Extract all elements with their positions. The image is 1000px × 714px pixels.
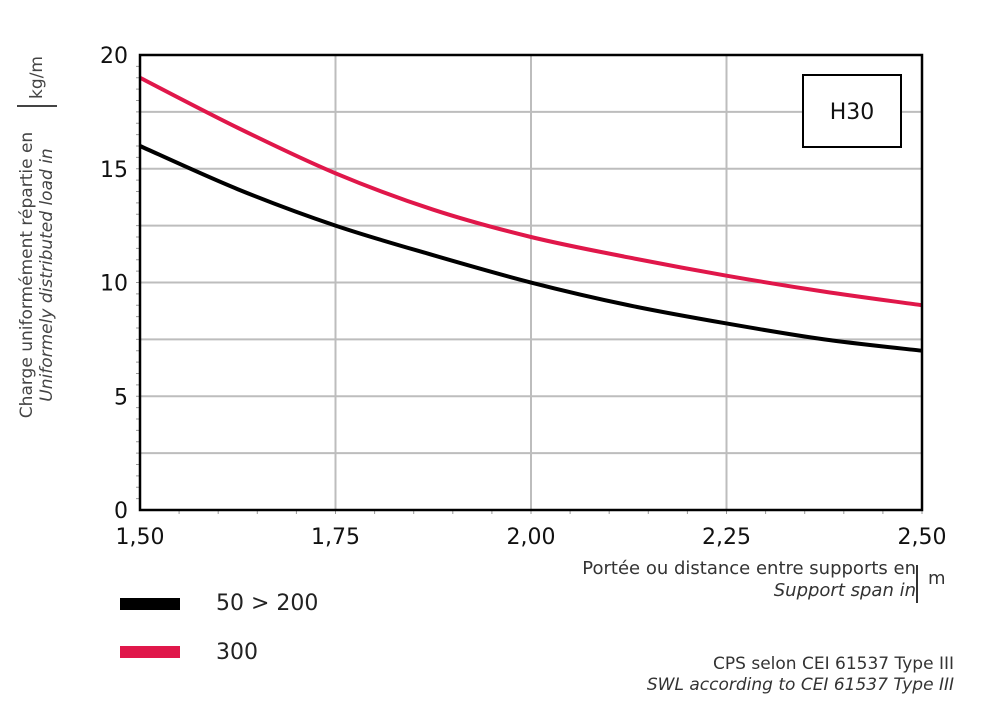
x-tick-label: 2,00 (507, 525, 556, 550)
x-axis-label: Portée ou distance entre supports en Sup… (582, 558, 916, 602)
y-axis-label: Charge uniformément répartie en Uniforme… (17, 56, 57, 490)
x-tick-label: 1,75 (311, 525, 360, 550)
y-tick-label: 0 (114, 499, 128, 524)
x-unit-divider (916, 565, 918, 603)
series-line (139, 75, 923, 308)
legend-swatch-black (120, 598, 180, 610)
series-line (139, 144, 923, 353)
plot-frame (138, 53, 924, 512)
footnote: CPS selon CEI 61537 Type III SWL accordi… (647, 654, 954, 696)
x-label-unit: m (928, 568, 946, 589)
y-tick-label: 20 (100, 44, 128, 69)
footnote-fr: CPS selon CEI 61537 Type III (713, 654, 954, 674)
x-label-fr: Portée ou distance entre supports en (582, 558, 916, 579)
x-label-en: Support span in (773, 580, 916, 601)
annotation-label: H30 (830, 100, 875, 125)
legend-label: 300 (216, 640, 258, 665)
footnote-en: SWL according to CEI 61537 Type III (646, 675, 954, 695)
y-label-fr: Charge uniformément répartie en (17, 131, 37, 419)
x-tick-label: 2,25 (702, 525, 751, 550)
y-label-unit: kg/m (17, 56, 57, 107)
y-tick-label: 15 (100, 158, 128, 183)
legend-swatch-red (120, 646, 180, 658)
y-label-en: Uniformely distributed load in (37, 148, 57, 402)
y-tick-label: 10 (100, 272, 128, 297)
x-tick-label: 1,50 (116, 525, 165, 550)
annotation-box (802, 74, 902, 148)
x-tick-label: 2,50 (898, 525, 947, 550)
legend-label: 50 > 200 (216, 591, 319, 616)
y-tick-label: 5 (114, 385, 128, 410)
